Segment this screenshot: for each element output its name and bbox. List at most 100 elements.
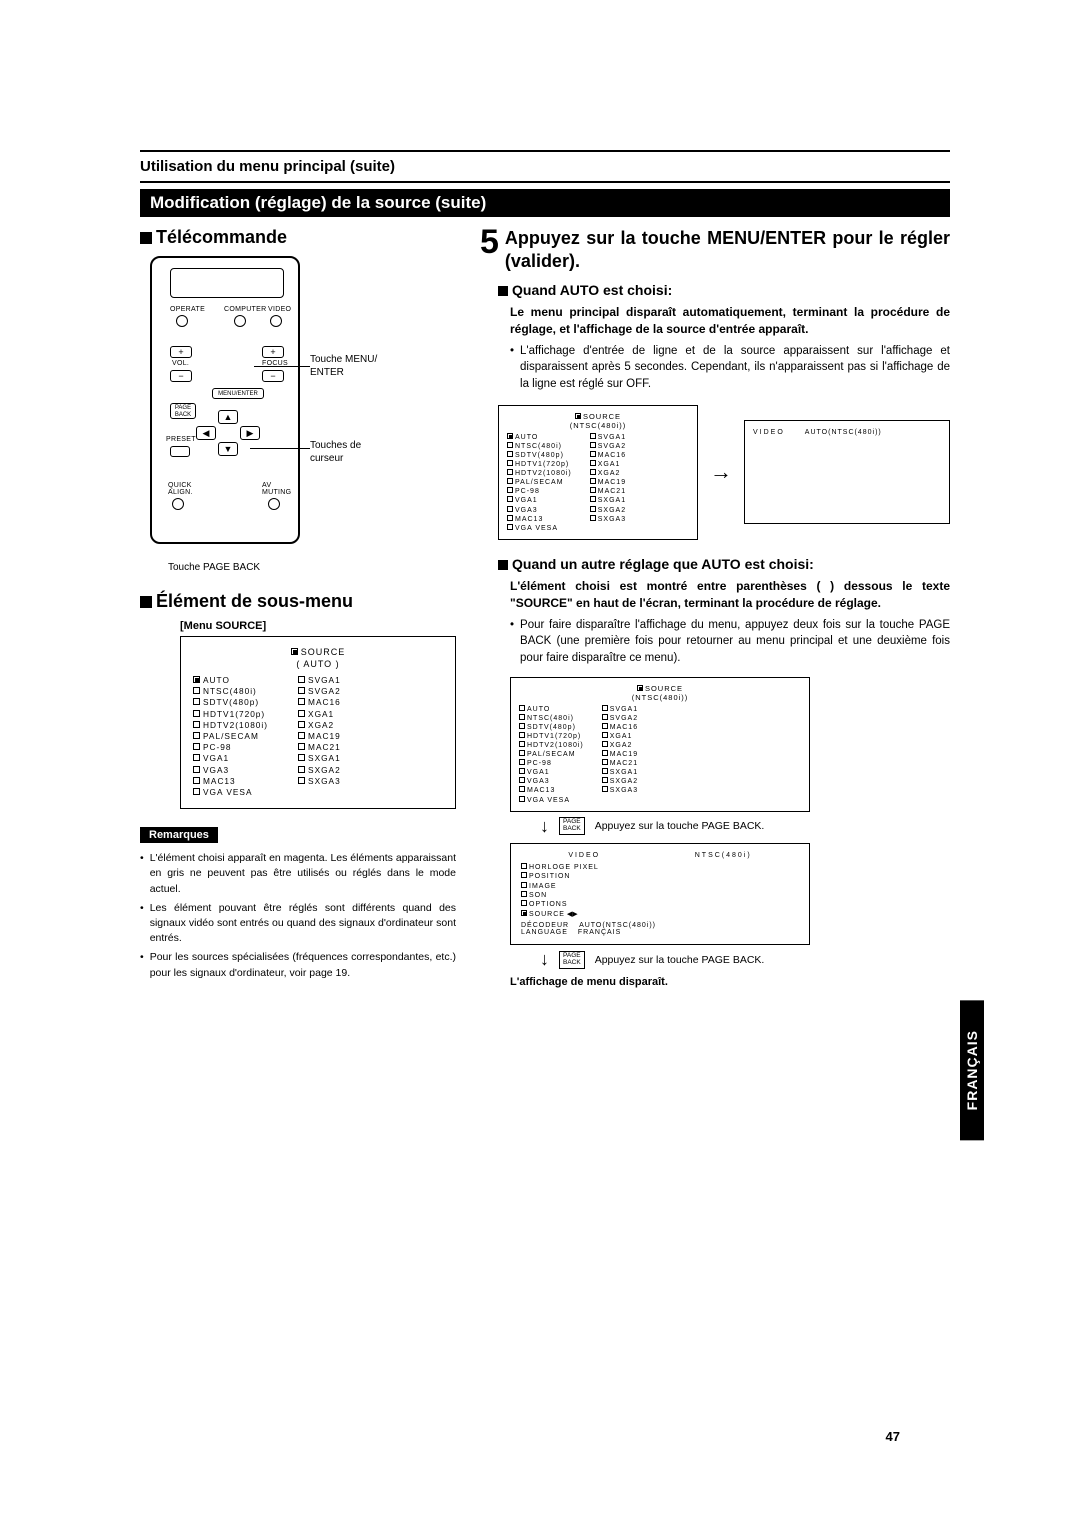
other-bullet-text: Pour faire disparaître l'affichage du me… — [520, 617, 950, 667]
list-item: SDTV(480p) — [519, 723, 584, 732]
list-item: HDTV2(1080i) — [507, 469, 572, 478]
list-item: SVGA1 — [298, 675, 341, 686]
section-title-bar: Modification (réglage) de la source (sui… — [140, 189, 950, 217]
other-bold-text: L'élément choisi est montré entre parent… — [510, 578, 950, 613]
source-list-col1: AUTONTSC(480i)SDTV(480p)HDTV1(720p)HDTV2… — [193, 675, 268, 798]
list-item: AUTO — [193, 675, 268, 686]
video-display-line1: VIDEO — [753, 429, 785, 436]
arrow-down-icon: ↓ — [540, 816, 549, 837]
main-menu-display: VIDEO NTSC(480i) HORLOGE PIXELPOSITIONIM… — [510, 843, 810, 946]
vol-minus-button: − — [170, 370, 192, 382]
other-bullet: •Pour faire disparaître l'affichage du m… — [510, 617, 950, 667]
top-rule — [140, 150, 950, 152]
list-item: SVGA1 — [602, 705, 638, 714]
step-heading: 5 Appuyez sur la touche MENU/ENTER pour … — [480, 227, 950, 272]
language-value: FRANÇAIS — [578, 929, 621, 936]
submenu-heading-text: Élément de sous-menu — [156, 591, 353, 611]
mid-rule — [140, 181, 950, 183]
cond-other-heading: Quand un autre réglage que AUTO est choi… — [498, 556, 950, 572]
list-item: VGA1 — [519, 768, 584, 777]
list-item: MAC21 — [590, 487, 626, 496]
list-item: SXGA1 — [590, 496, 626, 505]
list-item: HDTV2(1080i) — [519, 741, 584, 750]
av-muting-label: AV MUTING — [262, 482, 291, 496]
list-item: PAL/SECAM — [193, 731, 268, 742]
page-back-mini-button: PAGE BACK — [559, 817, 585, 835]
list-item: VGA1 — [193, 753, 268, 764]
source-title: SOURCE — [193, 647, 443, 657]
list-item: HDTV1(720p) — [519, 732, 584, 741]
list-item: MAC13 — [519, 786, 584, 795]
list-item: SVGA2 — [298, 686, 341, 697]
list-item: PC-98 — [519, 759, 584, 768]
list-item: XGA2 — [590, 469, 626, 478]
page-number: 47 — [886, 1429, 900, 1444]
main-menu-hdr-left: VIDEO — [568, 852, 600, 859]
list-item: MAC19 — [298, 731, 341, 742]
step-number: 5 — [480, 227, 499, 258]
page-back-button: PAGE BACK — [170, 403, 196, 419]
source-subtitle: ( AUTO ) — [193, 659, 443, 669]
list-item: SXGA2 — [590, 506, 626, 515]
list-item: NTSC(480i) — [193, 686, 268, 697]
list-item: HDTV2(1080i) — [193, 720, 268, 731]
list-item: MAC16 — [602, 723, 638, 732]
preset-label: PRESET — [166, 436, 196, 443]
list-item: SXGA3 — [298, 776, 341, 787]
main-menu-items: HORLOGE PIXELPOSITIONIMAGESONOPTIONSSOUR… — [521, 863, 799, 920]
operate-button — [176, 315, 188, 327]
footer-line: L'affichage de menu disparaît. — [510, 976, 950, 988]
list-item: NTSC(480i) — [519, 714, 584, 723]
list-item: VGA3 — [193, 765, 268, 776]
language-label: LANGUAGE — [521, 929, 568, 936]
operate-label: OPERATE — [170, 306, 205, 313]
list-item: SXGA1 — [602, 768, 638, 777]
video-display-b: VIDEO AUTO(NTSC(480i)) — [744, 420, 950, 524]
list-item: MAC19 — [590, 478, 626, 487]
cursor-left-button: ◀ — [196, 426, 216, 440]
list-item: XGA1 — [602, 732, 638, 741]
list-item: AUTO — [519, 705, 584, 714]
list-item: SVGA2 — [602, 714, 638, 723]
remote-heading-text: Télécommande — [156, 227, 287, 247]
list-item: SXGA3 — [590, 515, 626, 524]
list-item: VGA VESA — [519, 796, 584, 805]
step-text: Appuyez sur la touche MENU/ENTER pour le… — [505, 228, 950, 271]
source-list-col2: SVGA1SVGA2MAC16XGA1XGA2MAC19MAC21SXGA1SX… — [298, 675, 341, 798]
list-item: VGA3 — [519, 777, 584, 786]
vol-plus-button: + — [170, 346, 192, 358]
list-item: POSITION — [521, 872, 799, 881]
list-item: SVGA2 — [590, 442, 626, 451]
list-item: PC-98 — [193, 742, 268, 753]
list-item: PC-98 — [507, 487, 572, 496]
auto-bullet-text: L'affichage d'entrée de ligne et de la s… — [520, 343, 950, 393]
remote-window — [170, 268, 284, 298]
list-item: MAC16 — [590, 451, 626, 460]
menu-enter-button: MENU/ENTER — [212, 388, 264, 399]
list-item: SXGA2 — [298, 765, 341, 776]
list-item: MAC21 — [298, 742, 341, 753]
list-item: PAL/SECAM — [519, 750, 584, 759]
list-item: XGA1 — [298, 709, 341, 720]
remarks-list: •L'élément choisi apparaît en magenta. L… — [140, 851, 456, 981]
av-muting-button — [268, 498, 280, 510]
square-bullet-icon — [140, 232, 152, 244]
preset-button — [170, 446, 190, 457]
remarks-label: Remarques — [140, 827, 218, 843]
callout-menu-enter: Touche MENU/ ENTER — [310, 354, 377, 379]
list-item: VGA3 — [507, 506, 572, 515]
remote-diagram: OPERATE COMPUTER VIDEO + VOL. − + FOCUS … — [140, 256, 340, 556]
cursor-right-button: ▶ — [240, 426, 260, 440]
callout-cursor: Touches de curseur — [310, 440, 361, 465]
quick-align-label: QUICK ALIGN. — [168, 482, 193, 496]
auto-bullet: •L'affichage d'entrée de ligne et de la … — [510, 343, 950, 393]
list-item: IMAGE — [521, 882, 799, 891]
submenu-heading: Élément de sous-menu — [140, 591, 456, 612]
remote-body: OPERATE COMPUTER VIDEO + VOL. − + FOCUS … — [150, 256, 300, 544]
right-column: 5 Appuyez sur la touche MENU/ENTER pour … — [480, 227, 950, 988]
list-item: MAC19 — [602, 750, 638, 759]
list-item: SON — [521, 891, 799, 900]
list-item: MAC13 — [507, 515, 572, 524]
list-item: HORLOGE PIXEL — [521, 863, 799, 872]
page-back-mini-button-2: PAGE BACK — [559, 951, 585, 969]
